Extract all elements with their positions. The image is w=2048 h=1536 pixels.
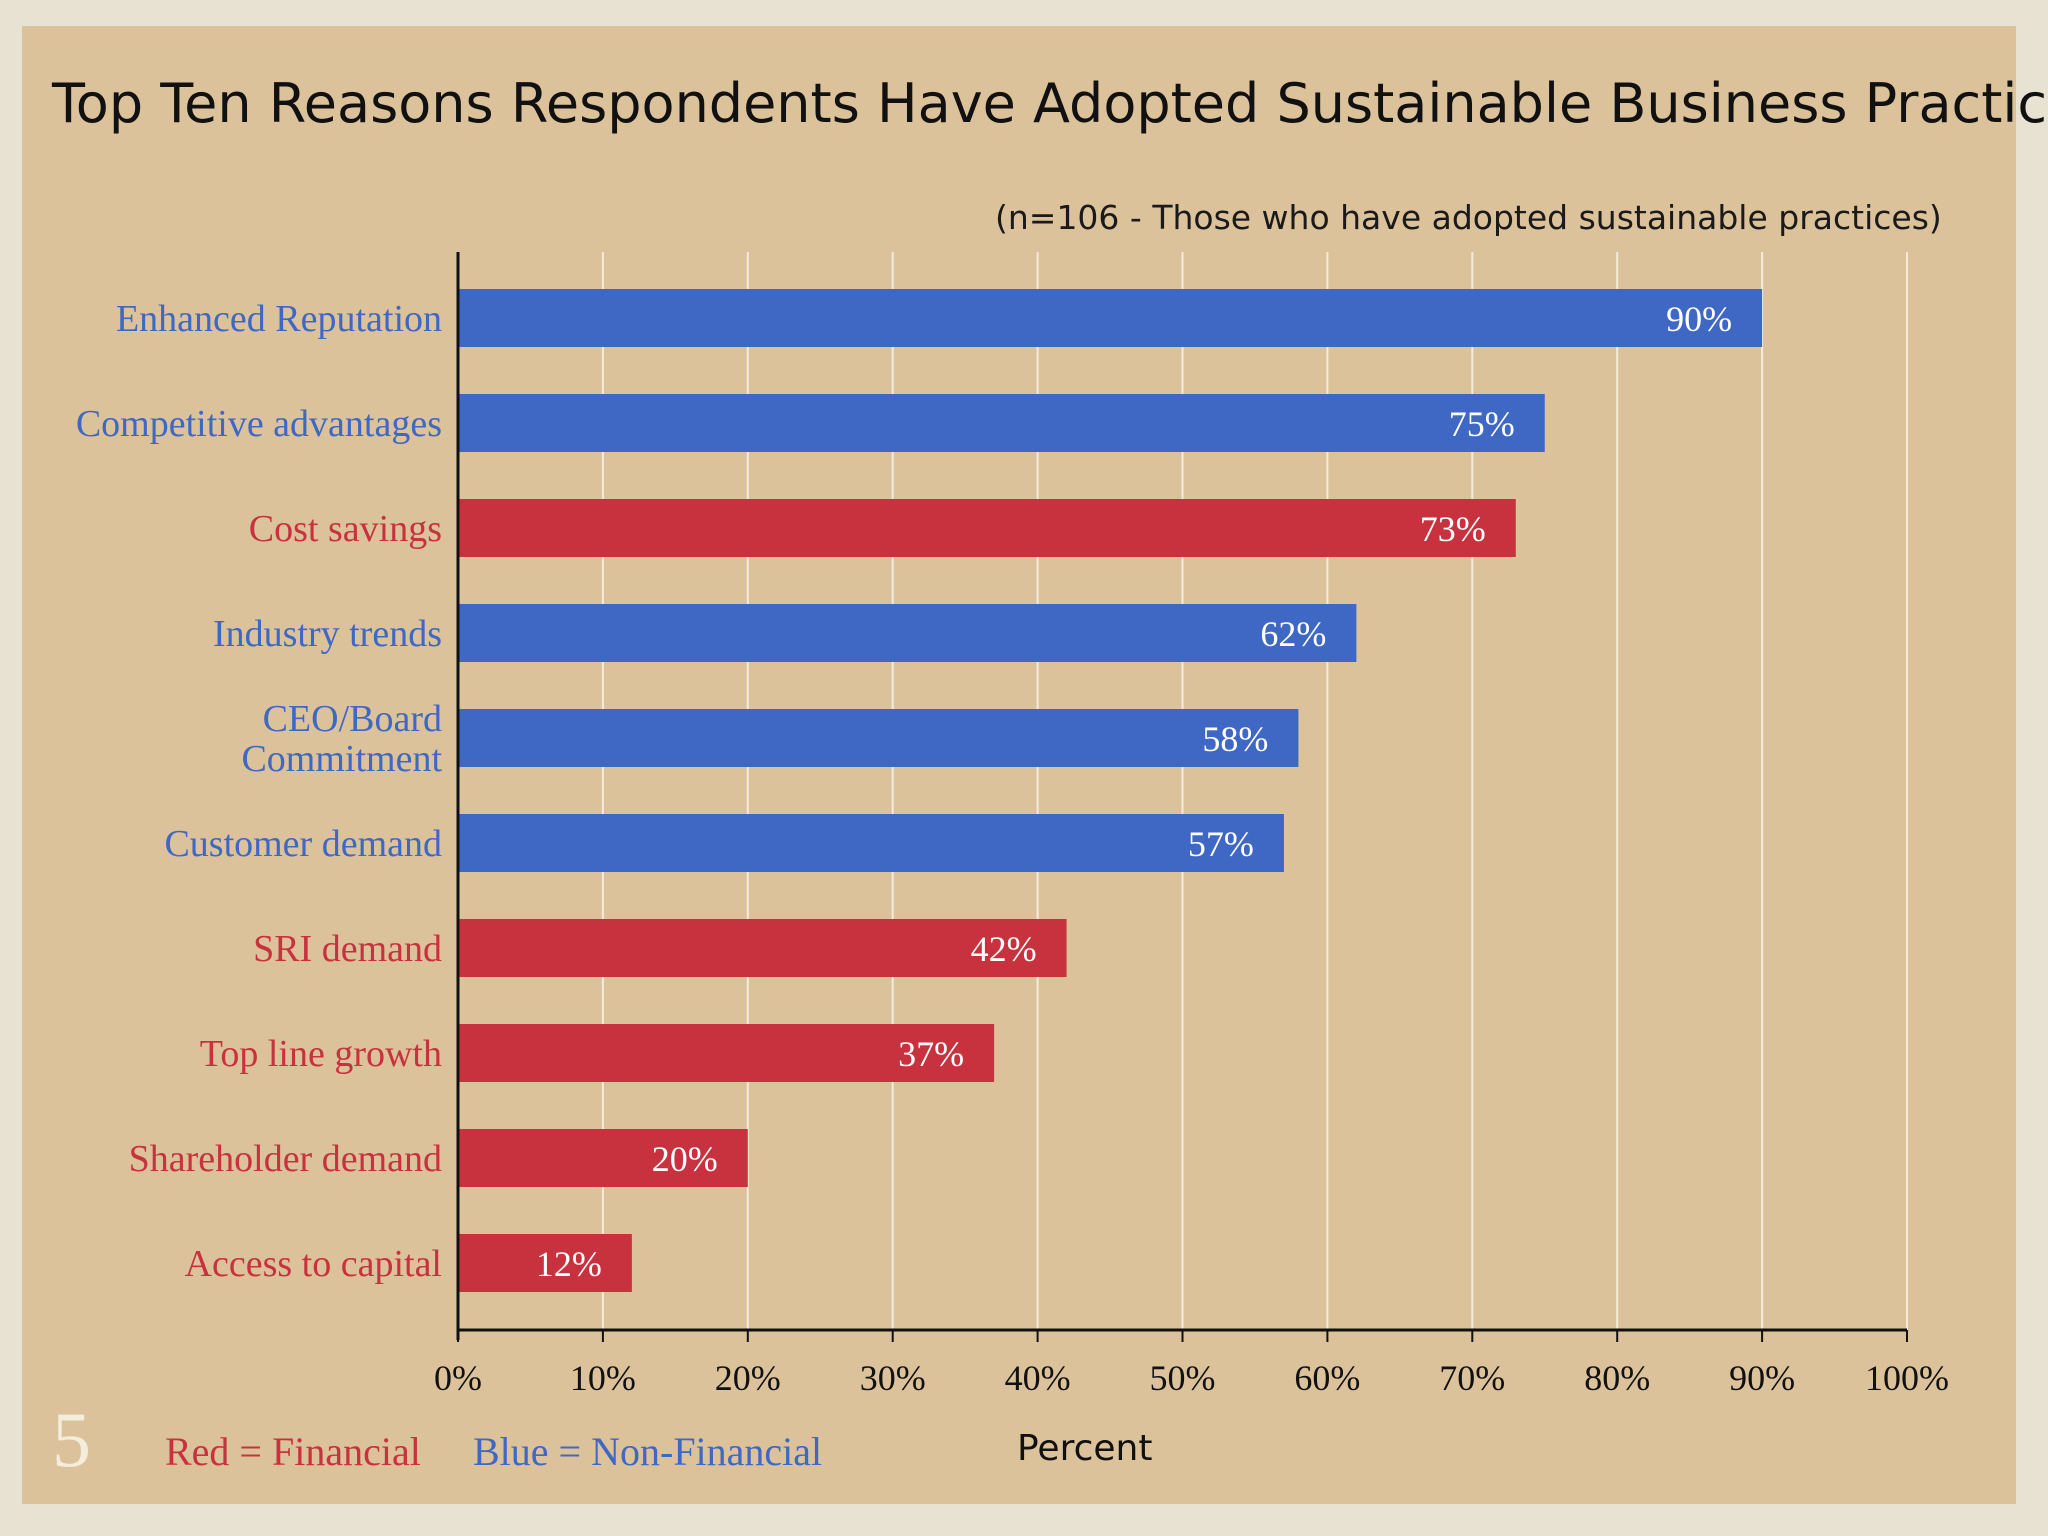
bar: [458, 709, 1299, 767]
x-tick-label: 0%: [434, 1358, 482, 1398]
x-tick-label: 20%: [715, 1358, 781, 1398]
bar: [458, 814, 1284, 872]
bar-value-label: 12%: [536, 1244, 602, 1284]
bar-value-label: 73%: [1420, 509, 1486, 549]
x-tick-label: 60%: [1294, 1358, 1360, 1398]
x-tick-label: 30%: [860, 1358, 926, 1398]
bar: [458, 1024, 995, 1082]
bar: [458, 394, 1545, 452]
bar-value-label: 75%: [1449, 404, 1515, 444]
category-label: CEO/Board: [263, 698, 442, 740]
bar: [458, 1129, 748, 1187]
chart-subtitle: (n=106 - Those who have adopted sustaina…: [995, 198, 1942, 237]
bar-value-label: 20%: [652, 1139, 718, 1179]
category-label: Top line growth: [200, 1033, 442, 1075]
bar: [458, 499, 1516, 557]
category-label: Cost savings: [249, 508, 442, 550]
legend-financial: Red = Financial: [165, 1429, 421, 1474]
page-number: 5: [52, 1396, 91, 1483]
category-label: Access to capital: [185, 1243, 442, 1285]
bar-value-label: 62%: [1260, 614, 1326, 654]
x-tick-label: 90%: [1729, 1358, 1795, 1398]
bar-value-label: 58%: [1202, 719, 1268, 759]
bar-value-label: 42%: [971, 929, 1037, 969]
bar: [458, 919, 1067, 977]
category-label: Customer demand: [164, 823, 442, 865]
x-axis-label: Percent: [1017, 1428, 1153, 1469]
category-label: Commitment: [241, 738, 442, 780]
bar: [458, 604, 1357, 662]
legend-nonfinancial: Blue = Non-Financial: [473, 1429, 823, 1474]
chart-title: Top Ten Reasons Respondents Have Adopted…: [52, 72, 2048, 135]
x-tick-label: 10%: [570, 1358, 636, 1398]
bar: [458, 1234, 632, 1292]
bar-value-label: 57%: [1188, 824, 1254, 864]
category-label: Competitive advantages: [76, 403, 442, 445]
category-label: Shareholder demand: [129, 1138, 442, 1180]
x-tick-label: 70%: [1439, 1358, 1505, 1398]
x-tick-label: 100%: [1865, 1358, 1949, 1398]
category-label: Enhanced Reputation: [116, 298, 442, 340]
bar-value-label: 90%: [1666, 299, 1732, 339]
x-tick-label: 40%: [1005, 1358, 1071, 1398]
bar: [458, 289, 1763, 347]
x-tick-label: 50%: [1150, 1358, 1216, 1398]
category-label: SRI demand: [253, 928, 442, 970]
category-label: Industry trends: [213, 613, 442, 655]
x-tick-label: 80%: [1584, 1358, 1650, 1398]
bar-value-label: 37%: [898, 1034, 964, 1074]
